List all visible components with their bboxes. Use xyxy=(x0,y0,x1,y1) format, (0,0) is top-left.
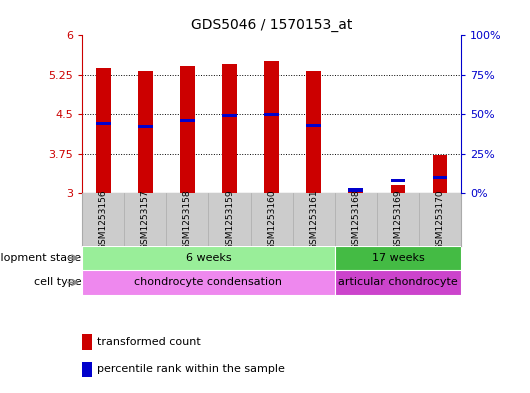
Text: 6 weeks: 6 weeks xyxy=(186,253,231,263)
Bar xyxy=(82,270,335,295)
Text: development stage: development stage xyxy=(0,253,81,263)
Bar xyxy=(264,113,279,116)
Bar xyxy=(335,246,461,270)
Bar xyxy=(82,246,335,270)
Bar xyxy=(391,179,405,182)
Bar xyxy=(432,176,447,179)
Bar xyxy=(222,64,237,193)
Bar xyxy=(138,71,153,193)
Title: GDS5046 / 1570153_at: GDS5046 / 1570153_at xyxy=(191,18,352,31)
Text: GSM1253156: GSM1253156 xyxy=(99,189,108,250)
Bar xyxy=(264,61,279,193)
Bar xyxy=(96,122,111,125)
Bar xyxy=(96,68,111,193)
Text: GSM1253157: GSM1253157 xyxy=(141,189,150,250)
Text: GSM1253168: GSM1253168 xyxy=(351,189,360,250)
Bar xyxy=(391,185,405,193)
Bar xyxy=(432,155,447,193)
Text: GSM1253161: GSM1253161 xyxy=(309,189,318,250)
Bar xyxy=(348,188,363,191)
Text: GSM1253159: GSM1253159 xyxy=(225,189,234,250)
Bar xyxy=(306,71,321,193)
Text: GSM1253160: GSM1253160 xyxy=(267,189,276,250)
Text: GSM1253158: GSM1253158 xyxy=(183,189,192,250)
Bar xyxy=(138,125,153,129)
Bar xyxy=(222,114,237,118)
Bar xyxy=(335,270,461,295)
Bar xyxy=(180,119,195,122)
Text: GSM1253169: GSM1253169 xyxy=(393,189,402,250)
Text: 17 weeks: 17 weeks xyxy=(372,253,425,263)
Text: GSM1253170: GSM1253170 xyxy=(436,189,445,250)
Text: transformed count: transformed count xyxy=(97,337,201,347)
Text: articular chondrocyte: articular chondrocyte xyxy=(338,277,458,288)
Text: chondrocyte condensation: chondrocyte condensation xyxy=(135,277,282,288)
Bar xyxy=(306,124,321,127)
Bar xyxy=(348,191,363,193)
Text: cell type: cell type xyxy=(34,277,81,288)
Bar xyxy=(180,66,195,193)
Text: percentile rank within the sample: percentile rank within the sample xyxy=(97,364,285,375)
